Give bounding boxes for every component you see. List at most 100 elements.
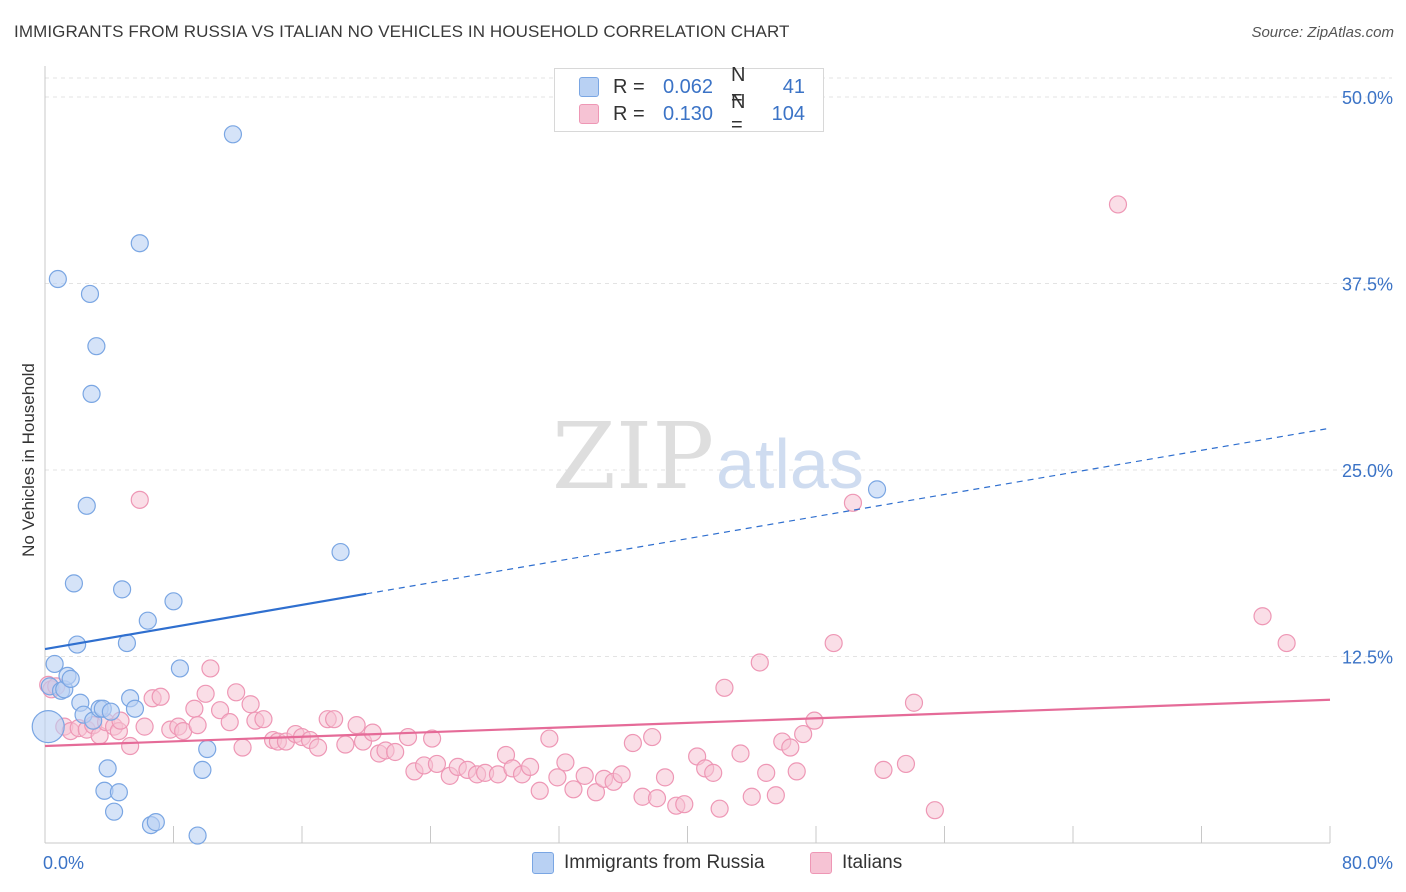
x-tick-label-min: 0.0% xyxy=(43,853,84,873)
trend-lines xyxy=(44,427,1331,748)
russia-point-3 xyxy=(48,269,67,289)
italians-point-86 xyxy=(742,787,761,806)
italians-legend-label: Italians xyxy=(842,852,903,873)
tick-labels: 12.5% 25.0% 37.5% 50.0% 0.0% 80.0% xyxy=(43,88,1393,873)
italians-point-84 xyxy=(715,678,734,697)
russia-point-28 xyxy=(130,234,149,253)
italians-point-83 xyxy=(710,799,729,818)
russia-point-25 xyxy=(117,633,137,653)
russia-trend-dashed xyxy=(366,427,1331,595)
italians-point-21 xyxy=(185,699,204,718)
russia-point-16 xyxy=(87,337,106,356)
watermark-zip: ZIP xyxy=(552,403,714,510)
italians-point-69 xyxy=(586,783,606,802)
italians-point-99 xyxy=(904,693,924,712)
russia-legend-swatch xyxy=(532,852,554,874)
watermark: ZIP atlas xyxy=(552,403,864,510)
italians-point-38 xyxy=(308,738,328,757)
italians-point-41 xyxy=(336,735,355,754)
russia-point-34 xyxy=(188,826,207,845)
x-tick-label-max: 80.0% xyxy=(1342,853,1393,873)
russia-point-37 xyxy=(223,125,243,144)
italians-point-62 xyxy=(520,757,540,777)
italians-point-75 xyxy=(643,727,662,747)
italians-point-96 xyxy=(843,493,863,512)
italians-point-77 xyxy=(655,768,675,787)
italians-point-100 xyxy=(925,801,944,820)
russia-point-22 xyxy=(104,802,124,821)
russia-point-36 xyxy=(198,739,217,759)
stats-legend: R = 0.062 N = 41 R = 0.130 N = 104 xyxy=(554,64,824,136)
italians-point-72 xyxy=(612,765,631,784)
italians-legend-swatch xyxy=(810,852,832,874)
russia-point-20 xyxy=(98,759,117,778)
italians-point-28 xyxy=(233,738,252,757)
italians-point-51 xyxy=(423,729,442,748)
italians-point-24 xyxy=(201,659,220,678)
russia-point-29 xyxy=(138,611,157,630)
italians-point-98 xyxy=(896,754,916,774)
russia-legend-label: Immigrants from Russia xyxy=(564,852,765,873)
italians-point-65 xyxy=(548,768,567,787)
russia-points xyxy=(31,125,887,845)
italians-point-91 xyxy=(781,738,800,757)
italians-point-95 xyxy=(824,633,843,653)
russia-point-27 xyxy=(125,699,145,718)
italians-point-93 xyxy=(794,724,813,744)
stats-row-italians: R = 0.130 N = 104 xyxy=(579,91,805,136)
russia-point-0 xyxy=(31,710,65,744)
italians-point-15 xyxy=(135,717,154,736)
axes: No Vehicles in Household xyxy=(19,66,1331,844)
italians-point-97 xyxy=(874,760,893,779)
italians-point-22 xyxy=(188,716,207,735)
italians-point-48 xyxy=(398,727,418,747)
italians-point-63 xyxy=(530,781,549,800)
source-label: Source: ZipAtlas.com xyxy=(1251,24,1394,41)
italians-point-26 xyxy=(220,713,239,732)
russia-point-23 xyxy=(109,783,128,802)
italians-point-64 xyxy=(540,729,559,748)
italians-point-67 xyxy=(564,780,583,799)
stats-row-russia: R = 0.062 N = 41 xyxy=(579,64,805,109)
italians-point-23 xyxy=(196,684,215,703)
y-tick-label-1: 25.0% xyxy=(1342,461,1393,481)
russia-swatch xyxy=(579,77,599,97)
italians-point-13 xyxy=(121,736,140,756)
russia-point-14 xyxy=(82,384,101,404)
r-value: 0.062 xyxy=(662,75,713,98)
italians-point-66 xyxy=(556,753,575,772)
italians-point-89 xyxy=(766,786,785,805)
legend-item-russia[interactable]: Immigrants from Russia xyxy=(532,852,765,874)
italians-point-29 xyxy=(241,695,260,714)
italians-swatch xyxy=(579,104,599,124)
italians-point-42 xyxy=(347,716,366,735)
italians-point-101 xyxy=(1108,195,1128,214)
italians-point-76 xyxy=(647,789,667,808)
n-value: 41 xyxy=(782,75,805,98)
n-label: N = xyxy=(731,91,746,136)
italians-point-44 xyxy=(363,723,382,742)
russia-point-13 xyxy=(80,284,100,304)
russia-point-38 xyxy=(331,542,350,562)
russia-point-35 xyxy=(193,760,212,779)
italians-point-88 xyxy=(757,763,776,782)
russia-trend-solid xyxy=(44,592,367,651)
italians-point-103 xyxy=(1277,633,1296,653)
italians-point-40 xyxy=(325,710,344,729)
italians-point-52 xyxy=(427,754,447,774)
italians-point-25 xyxy=(210,701,230,720)
italians-point-31 xyxy=(254,710,273,729)
r-value: 0.130 xyxy=(662,102,713,125)
russia-point-12 xyxy=(77,496,96,515)
grid-lines xyxy=(45,77,1392,657)
y-tick-label-3: 50.0% xyxy=(1342,88,1393,108)
italians-point-102 xyxy=(1253,607,1272,626)
russia-point-8 xyxy=(64,574,84,593)
legend-item-italians[interactable]: Italians xyxy=(810,852,902,874)
russia-point-32 xyxy=(164,592,183,611)
italians-point-68 xyxy=(575,766,594,785)
italians-point-94 xyxy=(805,711,824,730)
italians-point-73 xyxy=(623,733,642,753)
y-tick-label-2: 37.5% xyxy=(1342,275,1393,295)
